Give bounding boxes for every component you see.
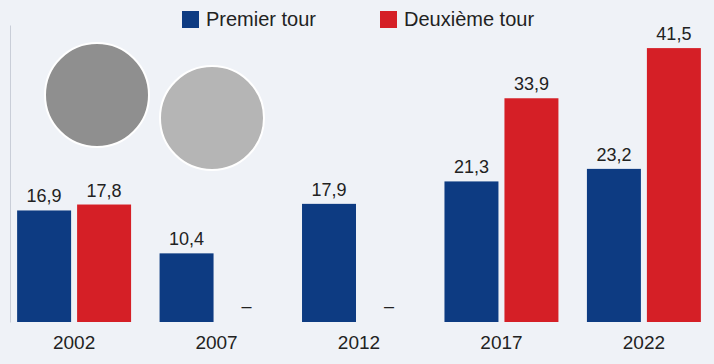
background [0, 0, 714, 364]
bar [444, 181, 498, 322]
data-label: 17,9 [311, 180, 346, 200]
data-label: 23,2 [596, 145, 631, 165]
bar [17, 210, 71, 322]
x-tick: 2017 [480, 326, 522, 353]
portrait [45, 43, 149, 147]
legend-swatch [380, 11, 397, 28]
data-label: 41,5 [656, 24, 691, 44]
x-tick-label: 2007 [195, 332, 237, 353]
data-label: 17,8 [87, 181, 122, 201]
bar [160, 253, 214, 322]
bar [302, 204, 356, 322]
data-label: – [384, 296, 394, 316]
data-label: 33,9 [514, 74, 549, 94]
x-tick: 2002 [53, 326, 95, 353]
x-tick-label: 2012 [338, 332, 380, 353]
x-tick-label: 2002 [53, 332, 95, 353]
x-tick-label: 2022 [623, 332, 665, 353]
x-tick: 2007 [195, 326, 237, 353]
legend-label: Deuxième tour [404, 8, 534, 30]
legend-label: Premier tour [206, 8, 316, 30]
y-axis [10, 26, 11, 323]
portraits [45, 43, 264, 170]
legend-swatch [182, 11, 199, 28]
x-tick: 2022 [623, 326, 665, 353]
bar [77, 205, 131, 322]
portrait [160, 66, 264, 170]
bar [587, 169, 641, 322]
data-label: 10,4 [169, 229, 204, 249]
chart: 16,910,417,921,323,217,8––33,941,5200220… [0, 0, 714, 364]
data-labels: 16,9 10,4 17,9 21,3 23,2 17,8 – – 33,9 41,5 [27, 24, 692, 316]
legend: Premier tour Deuxième tour [182, 8, 534, 30]
y-axis-line [10, 26, 11, 323]
bar [504, 98, 558, 322]
data-label: – [242, 296, 252, 316]
x-tick: 2012 [338, 326, 380, 353]
x-tick-label: 2017 [480, 332, 522, 353]
data-label: 16,9 [27, 186, 62, 206]
data-label: 21,3 [454, 157, 489, 177]
bar [647, 48, 701, 322]
x-axis: 2002 2007 2012 2017 2022 [53, 326, 665, 353]
bars [17, 48, 701, 322]
